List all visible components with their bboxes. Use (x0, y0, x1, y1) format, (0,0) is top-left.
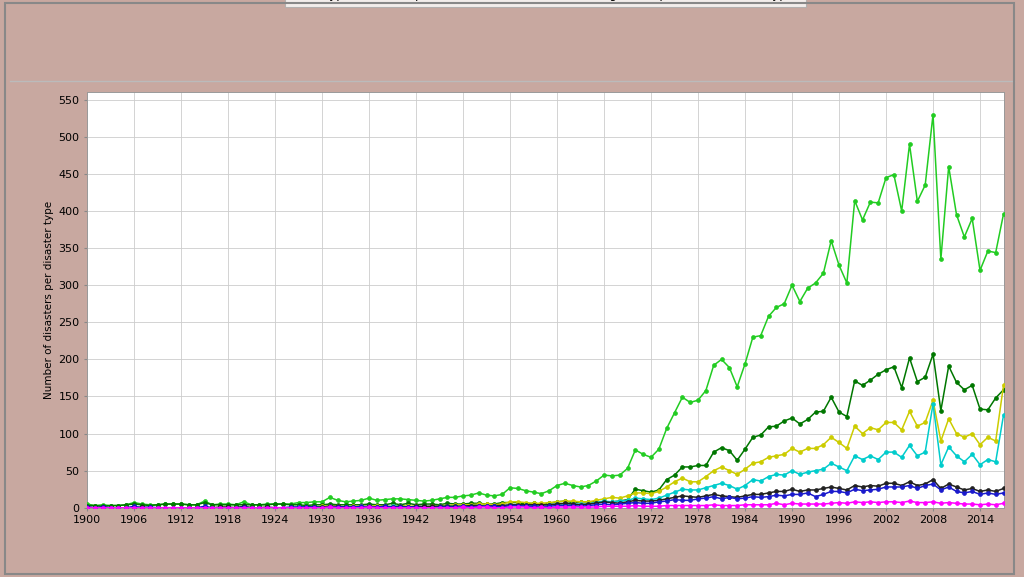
Y-axis label: Number of disasters per disaster type: Number of disasters per disaster type (44, 201, 54, 399)
Legend: All types, Earthquake, Flood, Storm, Drought, Epidemic, Other types: All types, Earthquake, Flood, Storm, Dro… (285, 0, 806, 7)
